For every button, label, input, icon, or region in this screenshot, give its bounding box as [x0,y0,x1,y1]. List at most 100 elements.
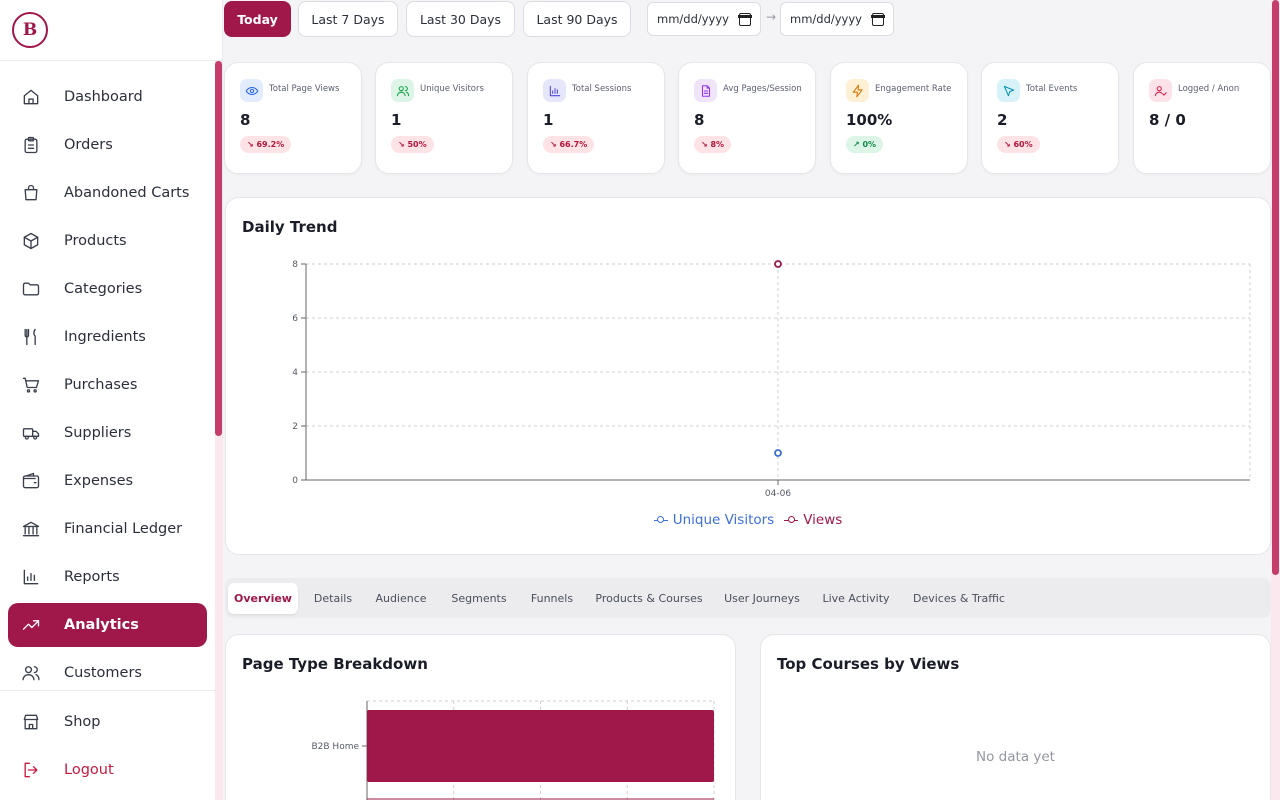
date-from-input[interactable]: mm/dd/yyyy [647,2,761,36]
stat-value: 2 [997,111,1008,129]
sidebar-item-label: Purchases [64,377,138,393]
users-icon [20,662,42,684]
sidebar-item-customers[interactable]: Customers [8,651,207,695]
tab-funnels[interactable]: Funnels [530,592,574,605]
file-icon [694,79,717,102]
sidebar-item-label: Analytics [64,617,139,633]
y-tick-label: 2 [292,422,298,432]
tab-products-courses[interactable]: Products & Courses [595,592,703,605]
stat-label: Unique Visitors [420,84,484,94]
trending-up-icon [20,614,42,636]
tab-devices-traffic[interactable]: Devices & Traffic [913,592,1005,605]
logout-icon [20,759,42,781]
sidebar-item-financial-ledger[interactable]: Financial Ledger [8,507,207,551]
stat-change-badge: ↘ 69.2% [240,136,292,153]
main-scrollbar-thumb[interactable] [1272,0,1279,575]
tab-segments[interactable]: Segments [451,592,507,605]
sidebar-item-reports[interactable]: Reports [8,555,207,599]
sidebar-item-label: Ingredients [64,329,146,345]
legend-item-unique-visitors[interactable]: Unique Visitors [653,512,775,528]
bar-b2b-home[interactable] [367,710,714,782]
sidebar-bottom: Shop Logout [0,690,215,800]
filter-last-30-days-button[interactable]: Last 30 Days [406,1,515,37]
sidebar-item-expenses[interactable]: Expenses [8,459,207,503]
sidebar-item-label: Abandoned Carts [64,185,190,201]
bar-chart-icon [20,566,42,588]
sidebar-item-label: Logout [64,762,114,778]
sidebar-item-abandoned-carts[interactable]: Abandoned Carts [8,171,207,215]
tab-overview[interactable]: Overview [228,583,298,614]
shopping-bag-icon [20,182,42,204]
sidebar-item-logout[interactable]: Logout [8,748,207,792]
stat-card-total-page-views: Total Page Views 8 ↘ 69.2% [224,62,362,174]
tab-user-journeys[interactable]: User Journeys [724,592,800,605]
date-to-input[interactable]: mm/dd/yyyy [780,2,894,36]
top-courses-empty-text: No data yet [976,749,1055,765]
sidebar-item-shop[interactable]: Shop [8,700,207,744]
sidebar-item-products[interactable]: Products [8,219,207,263]
stat-change-badge: ↗ 0% [846,136,884,153]
stat-label: Total Sessions [572,84,632,94]
tab-audience[interactable]: Audience [375,592,427,605]
stat-card-avg-pages-session: Avg Pages/Session 8 ↘ 8% [678,62,816,174]
clipboard-icon [20,134,42,156]
filter-today-button[interactable]: Today [224,1,291,37]
sidebar-item-label: Customers [64,665,142,681]
calendar-icon[interactable] [738,13,752,26]
sidebar-item-label: Reports [64,569,120,585]
date-range-separator: → [766,10,777,24]
stat-card-unique-visitors: Unique Visitors 1 ↘ 50% [375,62,513,174]
sidebar-item-label: Categories [64,281,143,297]
y-tick-label: 0 [292,476,298,486]
sidebar-item-purchases[interactable]: Purchases [8,363,207,407]
sidebar-scrollbar-thumb[interactable] [215,61,222,436]
folder-icon [20,278,42,300]
tab-live-activity[interactable]: Live Activity [822,592,890,605]
analytics-tabs: Overview Details Audience Segments Funnels Pr… [225,578,1271,618]
legend-marker [653,516,668,524]
sidebar-item-dashboard[interactable]: Dashboard [8,75,207,119]
calendar-icon[interactable] [871,13,885,26]
user-check-icon [1149,79,1172,102]
sidebar-item-ingredients[interactable]: Ingredients [8,315,207,359]
truck-icon [20,422,42,444]
sidebar-item-label: Financial Ledger [64,521,183,537]
date-from-placeholder: mm/dd/yyyy [657,12,729,26]
stat-label: Logged / Anon [1178,84,1240,94]
daily-trend-panel: Daily Trend 0 2 4 6 8 04-06 Unique Visitors Vi… [225,197,1271,555]
bank-icon [20,518,42,540]
sidebar-item-categories[interactable]: Categories [8,267,207,311]
sidebar-item-analytics[interactable]: Analytics [8,603,207,647]
stat-value: 8 [694,111,705,129]
sidebar-item-label: Expenses [64,473,134,489]
stat-value: 1 [391,111,402,129]
sidebar-item-orders[interactable]: Orders [8,123,207,167]
filter-last-7-days-button[interactable]: Last 7 Days [298,1,398,37]
top-courses-panel: Top Courses by Views No data yet [760,634,1271,800]
data-point-views[interactable] [774,260,782,268]
stat-card-total-sessions: Total Sessions 1 ↘ 66.7% [527,62,665,174]
cursor-icon [997,79,1020,102]
box-icon [20,230,42,252]
stat-value: 8 [240,111,251,129]
filter-last-90-days-button[interactable]: Last 90 Days [523,1,631,37]
sidebar-item-label: Suppliers [64,425,132,441]
sidebar-item-label: Shop [64,714,101,730]
y-tick-label: B2B Home [311,742,359,752]
store-icon [20,711,42,733]
tab-details[interactable]: Details [313,592,353,605]
stat-card-engagement-rate: Engagement Rate 100% ↗ 0% [830,62,968,174]
legend-label: Unique Visitors [672,512,775,528]
stat-value: 100% [846,111,893,129]
sidebar-item-suppliers[interactable]: Suppliers [8,411,207,455]
stat-card-logged-anon: Logged / Anon 8 / 0 [1133,62,1271,174]
y-tick-label: 8 [292,260,298,270]
legend-item-views[interactable]: Views [784,512,842,528]
date-to-placeholder: mm/dd/yyyy [790,12,862,26]
brand-logo[interactable]: B [12,12,48,48]
y-tick-label: 4 [292,368,298,378]
daily-trend-chart: 0 2 4 6 8 04-06 [292,260,1251,498]
daily-trend-title: Daily Trend [242,218,338,236]
data-point-unique-visitors[interactable] [774,449,782,457]
page-type-title: Page Type Breakdown [242,655,428,673]
